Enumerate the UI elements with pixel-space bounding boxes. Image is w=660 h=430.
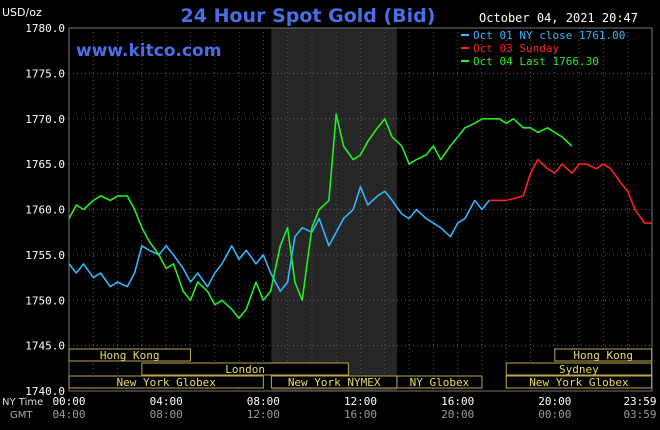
x-tick-label-gmt: 16:00 (344, 408, 377, 421)
y-tick-label: 1770.0 (25, 113, 65, 126)
x-tick-label-ny: 16:00 (441, 395, 474, 408)
series-line (489, 158, 652, 224)
session-bar-label: New York Globex (116, 376, 216, 389)
x-tick-label-gmt: 03:59 (623, 408, 656, 421)
x-tick-label-ny: 12:00 (344, 395, 377, 408)
x-tick-label-ny: 08:00 (247, 395, 280, 408)
x-tick-label-ny: 04:00 (150, 395, 183, 408)
y-tick-label: 1750.0 (25, 294, 65, 307)
source-watermark: www.kitco.com (76, 41, 221, 61)
session-bar-label: New York NYMEX (288, 376, 381, 389)
series-line (68, 186, 490, 293)
x-tick-label-ny: 23:59 (623, 395, 656, 408)
timestamp: October 04, 2021 20:47 (479, 11, 638, 25)
y-tick-label: 1760.0 (25, 204, 65, 217)
session-bar (68, 348, 191, 362)
y-tick-label: 1780.0 (25, 22, 65, 35)
x-axis-ticks: 00:00 04:00 08:00 12:00 16:00 20:00 23:5904:00… (52, 395, 656, 421)
x-tick-label-gmt: 20:00 (441, 408, 474, 421)
session-bar (554, 348, 653, 362)
grid-layer (68, 27, 653, 392)
series-layer (68, 113, 652, 320)
y-tick-label: 1740.0 (25, 385, 65, 398)
session-bar-label: Sydney (559, 363, 599, 376)
ny-time-row-label: NY Time (2, 397, 43, 408)
x-tick-label-gmt: 12:00 (247, 408, 280, 421)
x-tick-label-gmt: 04:00 (52, 408, 85, 421)
x-tick-label-gmt: 08:00 (150, 408, 183, 421)
y-axis-label: USD/oz (2, 6, 42, 19)
nymex-session-shade (271, 28, 397, 391)
chart-title: 24 Hour Spot Gold (Bid) (181, 5, 436, 27)
session-bar (505, 362, 653, 376)
session-bar (68, 375, 264, 389)
legend-entry: Oct 03 Sunday (473, 42, 559, 55)
session-bar-label: Hong Kong (573, 349, 633, 362)
x-tick-label-gmt: 00:00 (538, 408, 571, 421)
session-bar (396, 375, 483, 389)
session-bar-label: London (225, 363, 265, 376)
trading-sessions: Hong Kong London New York Globex New York N… (68, 348, 653, 389)
gmt-row-label: GMT (10, 410, 33, 421)
session-bar-label: NY Globex (410, 376, 470, 389)
session-bar-label: Hong Kong (100, 349, 160, 362)
session-bar (141, 362, 349, 376)
legend-entry: Oct 01 NY close 1761.00 (473, 29, 625, 42)
x-tick-label-ny: 00:00 (52, 395, 85, 408)
y-tick-label: 1745.0 (25, 340, 65, 353)
y-tick-label: 1755.0 (25, 249, 65, 262)
session-bar (505, 375, 653, 389)
session-bar-label: New York Globex (529, 376, 629, 389)
series-line (68, 113, 573, 320)
x-tick-label-ny: 20:00 (538, 395, 571, 408)
y-axis-ticks: 1780.0 1775.0 1770.0 1765.0 1760.0 1755.0 1750… (25, 22, 65, 398)
y-tick-label: 1775.0 (25, 67, 65, 80)
legend-entry: Oct 04 Last 1766.30 (473, 55, 599, 68)
y-tick-label: 1765.0 (25, 158, 65, 171)
